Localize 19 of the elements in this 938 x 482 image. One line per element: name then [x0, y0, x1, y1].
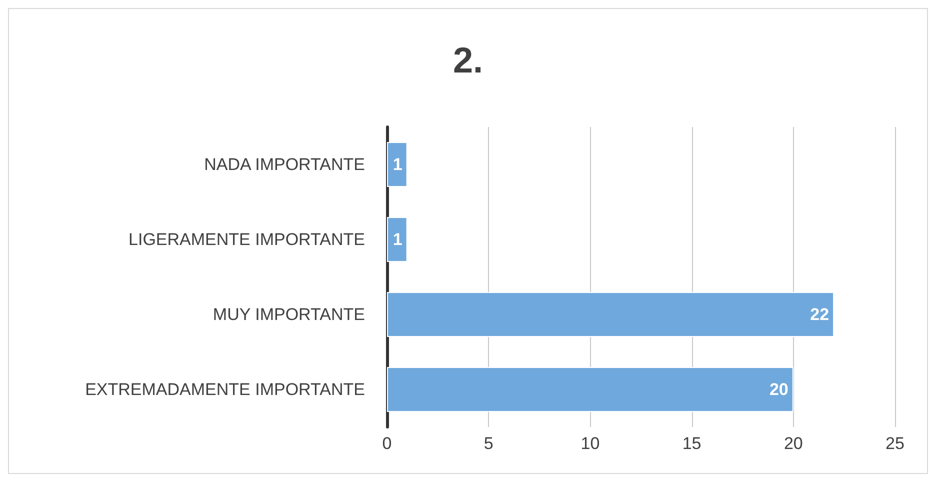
x-tick-label: 20 — [784, 434, 803, 453]
data-label: 22 — [810, 305, 830, 324]
data-label: 1 — [392, 230, 402, 249]
y-tick-label: EXTREMADAMENTE IMPORTANTE — [85, 380, 365, 399]
x-tick-label: 10 — [580, 434, 600, 453]
y-tick-label: MUY IMPORTANTE — [212, 305, 365, 324]
x-tick-label: 5 — [484, 434, 494, 453]
bar — [387, 217, 408, 262]
x-tick-label: 0 — [382, 434, 392, 453]
x-tick-label: 25 — [886, 434, 904, 453]
x-tick-label: 15 — [682, 434, 702, 453]
data-label: 20 — [769, 380, 788, 399]
bar — [387, 367, 794, 412]
data-label: 1 — [392, 155, 402, 174]
chart-title: 2. — [452, 40, 484, 80]
y-tick-label: NADA IMPORTANTE — [204, 155, 365, 174]
bar — [387, 142, 408, 187]
y-tick-label: LIGERAMENTE IMPORTANTE — [128, 230, 365, 249]
bar — [387, 292, 834, 337]
